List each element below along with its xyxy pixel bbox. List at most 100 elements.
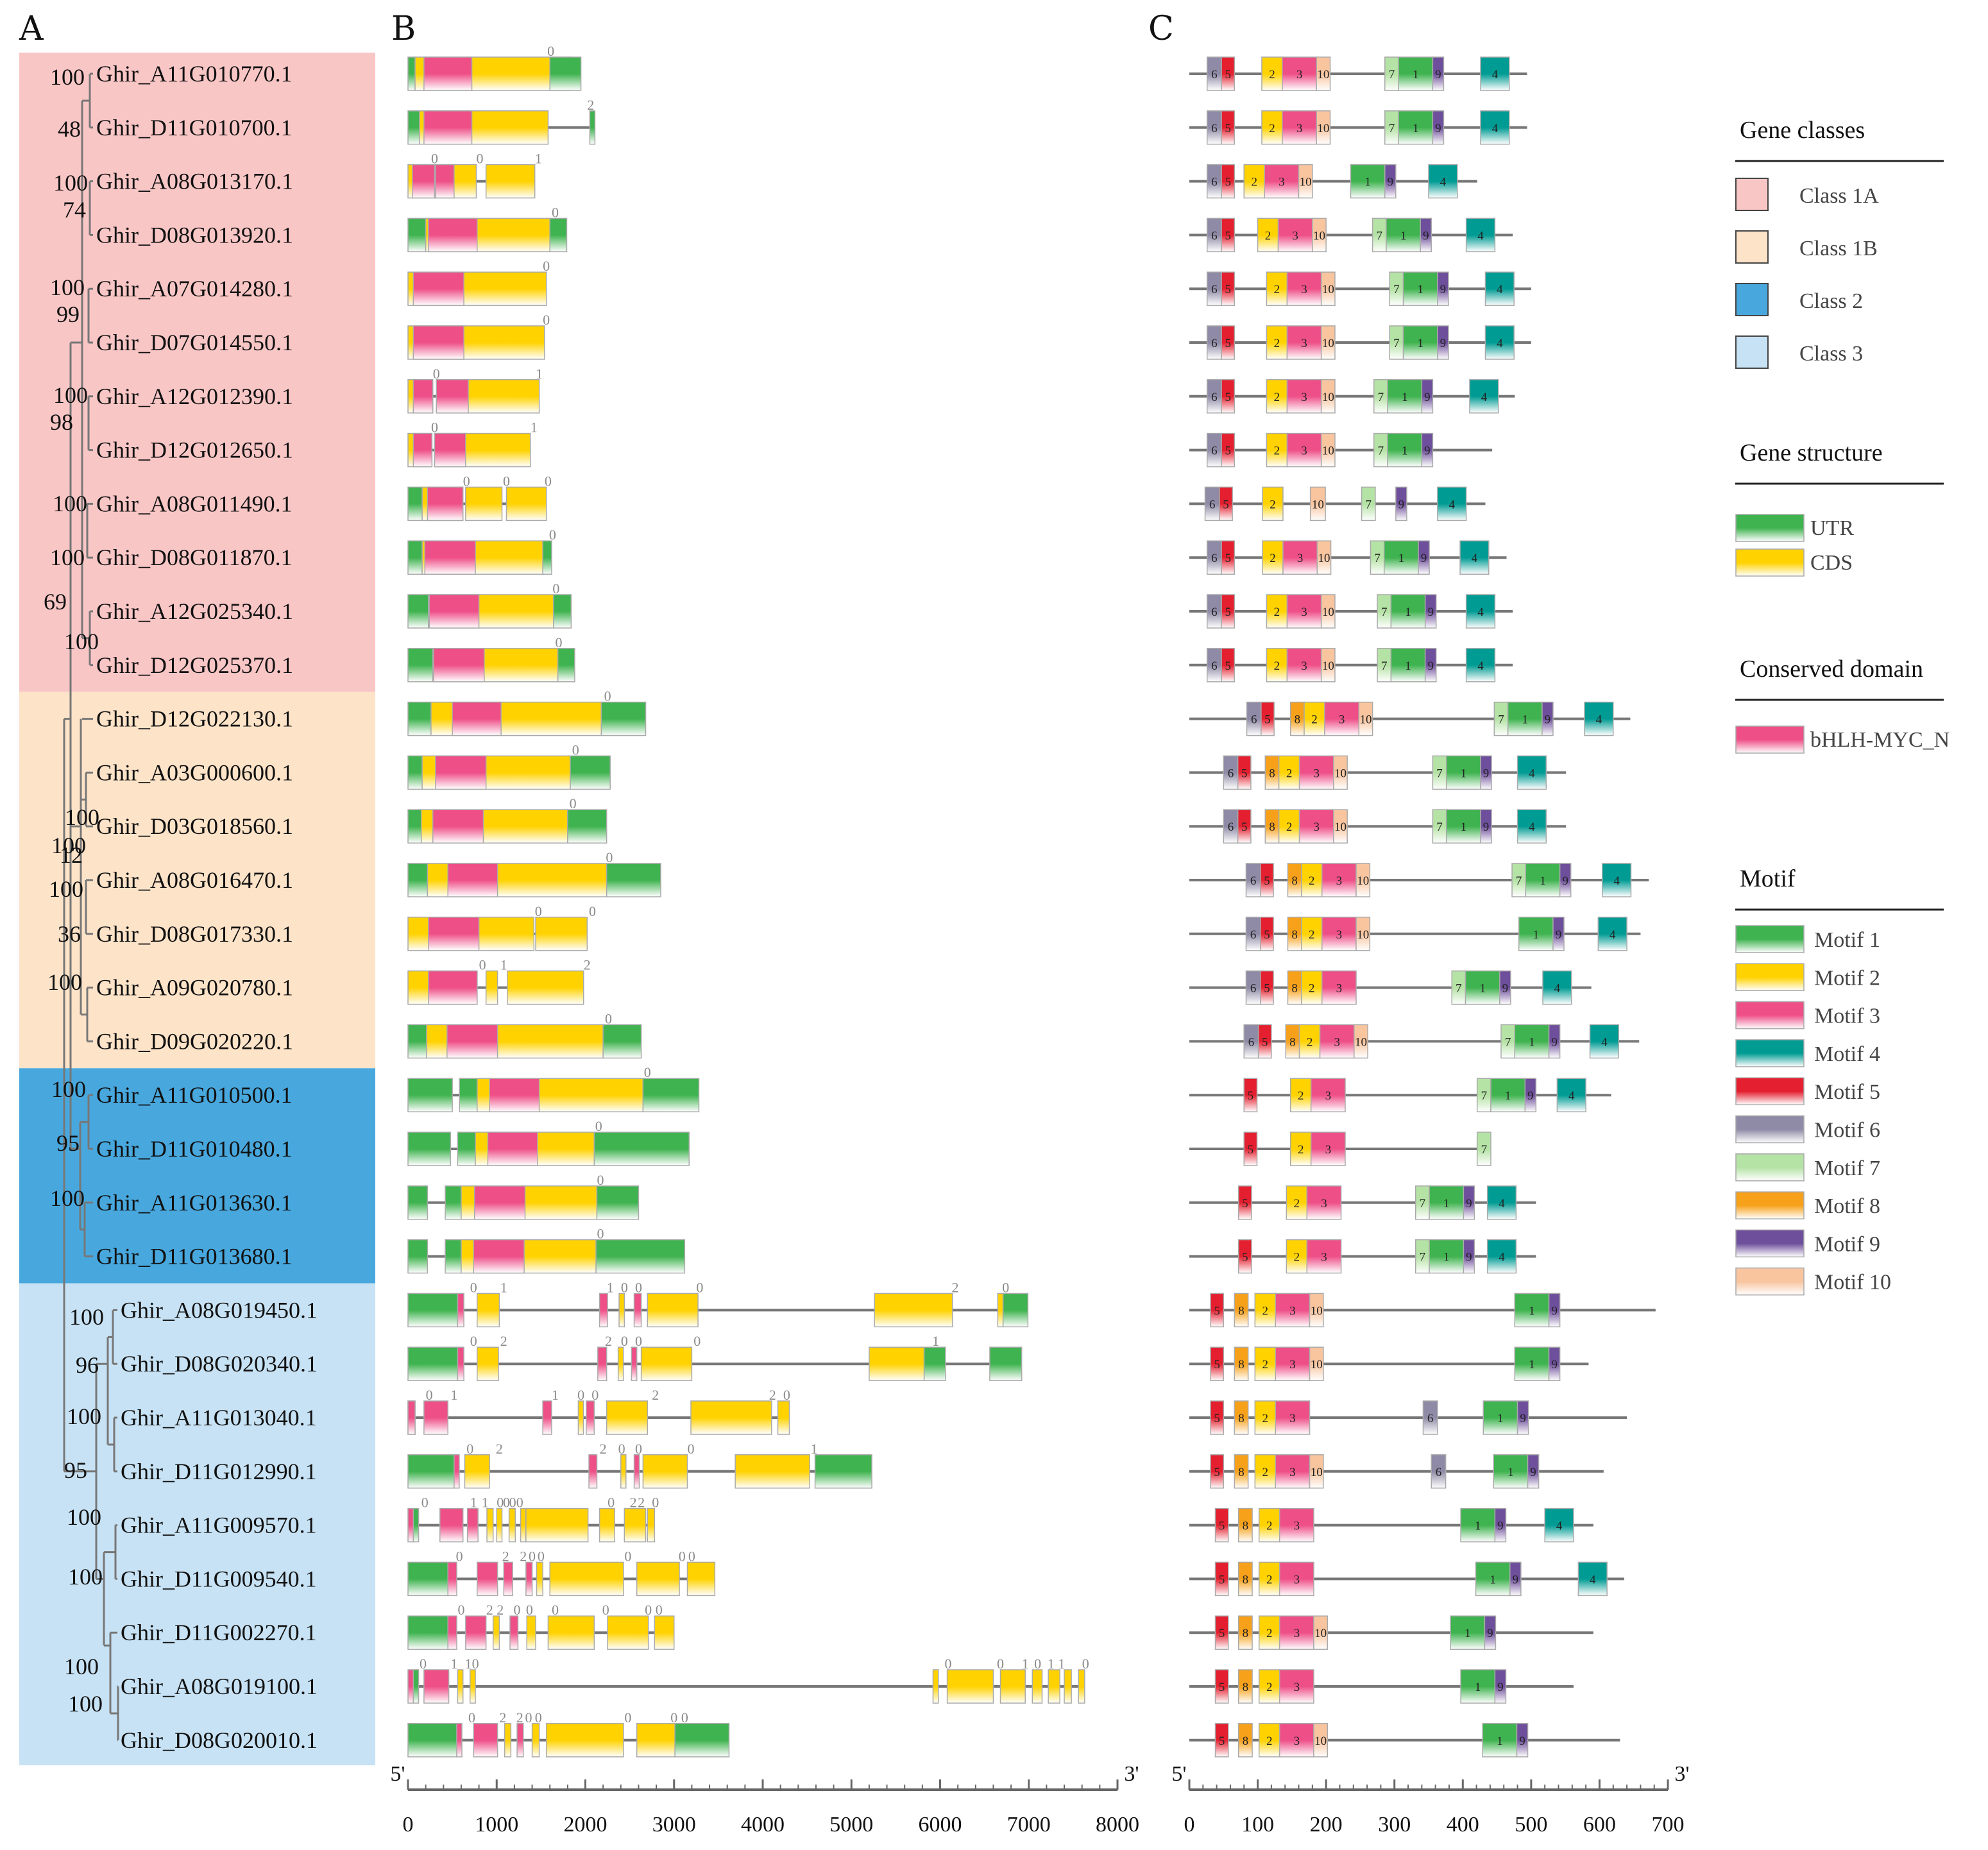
domain-block bbox=[423, 110, 473, 145]
motif-8-block bbox=[1237, 1561, 1253, 1597]
motif-3-block bbox=[1310, 1078, 1346, 1112]
motif-number: 6 bbox=[1211, 445, 1218, 458]
intron-phase-label: 0 bbox=[470, 1279, 477, 1295]
motif-number: 6 bbox=[1211, 68, 1218, 81]
legend-swatch bbox=[1735, 1115, 1805, 1144]
legend-label: Class 3 bbox=[1799, 342, 1863, 366]
motif-number: 7 bbox=[1378, 445, 1384, 458]
motif-number: 3 bbox=[1325, 1143, 1332, 1157]
motif-3-block bbox=[1279, 1669, 1314, 1704]
gene-label: Ghir_D03G018560.1 bbox=[96, 813, 293, 839]
motif-number: 4 bbox=[1556, 1520, 1563, 1533]
motif-number: 2 bbox=[1262, 1358, 1269, 1371]
domain-block bbox=[435, 755, 487, 790]
intron-phase-label: 1 bbox=[465, 1656, 472, 1672]
motif-number: 2 bbox=[1274, 606, 1280, 619]
cds-block bbox=[492, 1615, 500, 1650]
utr-block bbox=[407, 1293, 459, 1328]
motif-number: 10 bbox=[1322, 283, 1334, 296]
motif-2-block bbox=[1258, 1507, 1280, 1543]
utr-block bbox=[589, 110, 596, 145]
motif-number: 3 bbox=[1294, 1681, 1300, 1694]
motif-number: 3 bbox=[1294, 1735, 1300, 1748]
motif-number: 2 bbox=[1266, 1735, 1273, 1748]
legend-label: Class 1A bbox=[1799, 184, 1879, 208]
motif-10-block bbox=[1320, 432, 1336, 468]
bootstrap-value: 100 bbox=[53, 382, 88, 408]
motif-number: 5 bbox=[1214, 1358, 1220, 1371]
motif-axis: 0 100 200 300 400 500 600 700 5' 3' bbox=[1171, 1762, 1689, 1837]
intron-phase-label: 2 bbox=[630, 1495, 637, 1511]
gene-label: Ghir_A11G009570.1 bbox=[121, 1513, 317, 1538]
motif-3-block bbox=[1306, 1239, 1342, 1274]
motif-9-block bbox=[1548, 1346, 1561, 1381]
motif-number: 3 bbox=[1301, 659, 1307, 673]
gene-label: Ghir_A12G012390.1 bbox=[96, 384, 293, 409]
intron-phase-label: 0 bbox=[529, 1548, 536, 1564]
domain-block bbox=[489, 1078, 540, 1112]
motif-number: 6 bbox=[1211, 283, 1218, 296]
motif-number: 7 bbox=[1381, 659, 1388, 673]
motif-number: 3 bbox=[1321, 1197, 1327, 1210]
domain-block bbox=[542, 1400, 552, 1435]
domain-block bbox=[428, 917, 480, 951]
motif-number: 5 bbox=[1225, 283, 1231, 296]
gene-label: Ghir_D12G022130.1 bbox=[96, 706, 293, 732]
gene-label: Ghir_D11G012990.1 bbox=[121, 1459, 317, 1484]
motif-number: 3 bbox=[1289, 1358, 1296, 1371]
motif-number: 5 bbox=[1264, 713, 1271, 727]
intron-phase-label: 1 bbox=[552, 1387, 559, 1403]
motif-1-block bbox=[1514, 1293, 1550, 1328]
motif-number: 2 bbox=[1274, 337, 1280, 350]
motif-9-block bbox=[1463, 1239, 1475, 1274]
motif-number: 3 bbox=[1339, 713, 1345, 727]
utr-block bbox=[457, 1132, 476, 1166]
motif-number: 2 bbox=[1294, 1251, 1300, 1264]
cds-block bbox=[636, 1561, 680, 1597]
motif-number: 8 bbox=[1238, 1358, 1245, 1371]
motif-8-block bbox=[1237, 1723, 1253, 1758]
motif-number: 9 bbox=[1497, 1681, 1504, 1694]
legend-swatch bbox=[1735, 1267, 1805, 1296]
motif-10-block bbox=[1298, 164, 1313, 199]
bootstrap-value: 100 bbox=[50, 1185, 85, 1211]
motif-number: 5 bbox=[1225, 659, 1231, 673]
intron-phase-label: 0 bbox=[463, 473, 470, 489]
motif-3-block bbox=[1321, 917, 1357, 951]
intron-phase-label: 1 bbox=[535, 151, 542, 167]
motif-number: 2 bbox=[1269, 122, 1275, 135]
domain-block bbox=[588, 1454, 598, 1489]
gene-label: Ghir_A07G014280.1 bbox=[96, 276, 293, 301]
intron-phase-label: 0 bbox=[516, 1495, 523, 1511]
intron-phase-label: 1 bbox=[1058, 1656, 1065, 1672]
motif-9-block bbox=[1480, 755, 1492, 790]
gene-label: Ghir_A08G019450.1 bbox=[121, 1297, 318, 1323]
motif-number: 9 bbox=[1388, 176, 1394, 189]
utr-block bbox=[407, 863, 429, 897]
motif-number: 10 bbox=[1311, 1358, 1323, 1371]
motif-3-block bbox=[1286, 325, 1322, 360]
motif-9-block bbox=[1420, 217, 1432, 253]
gene-label: Ghir_D08G011870.1 bbox=[96, 545, 293, 570]
domain-block bbox=[439, 1507, 464, 1543]
motif-number: 6 bbox=[1427, 1412, 1434, 1425]
motif-8-block bbox=[1234, 1454, 1249, 1489]
motif-number: 4 bbox=[1472, 552, 1478, 565]
intron-phase-label: 0 bbox=[589, 903, 596, 919]
motif-4-block bbox=[1589, 1024, 1620, 1059]
motif-4-block bbox=[1469, 379, 1499, 414]
motif-number: 1 bbox=[1413, 122, 1419, 135]
motif-number: 2 bbox=[1262, 1412, 1269, 1425]
cds-block bbox=[507, 970, 584, 1005]
motif-10-block bbox=[1313, 1723, 1329, 1758]
domain-block bbox=[633, 1454, 640, 1489]
motif-number: 9 bbox=[1440, 337, 1447, 350]
motif-9-block bbox=[1437, 325, 1449, 360]
motif-number: 9 bbox=[1520, 1412, 1526, 1425]
motif-number: 1 bbox=[1443, 1251, 1450, 1264]
utr-block bbox=[570, 755, 611, 790]
domain-block bbox=[465, 1615, 487, 1650]
cds-block bbox=[777, 1400, 790, 1435]
motif-number: 3 bbox=[1296, 68, 1303, 81]
utr-block bbox=[606, 863, 661, 897]
